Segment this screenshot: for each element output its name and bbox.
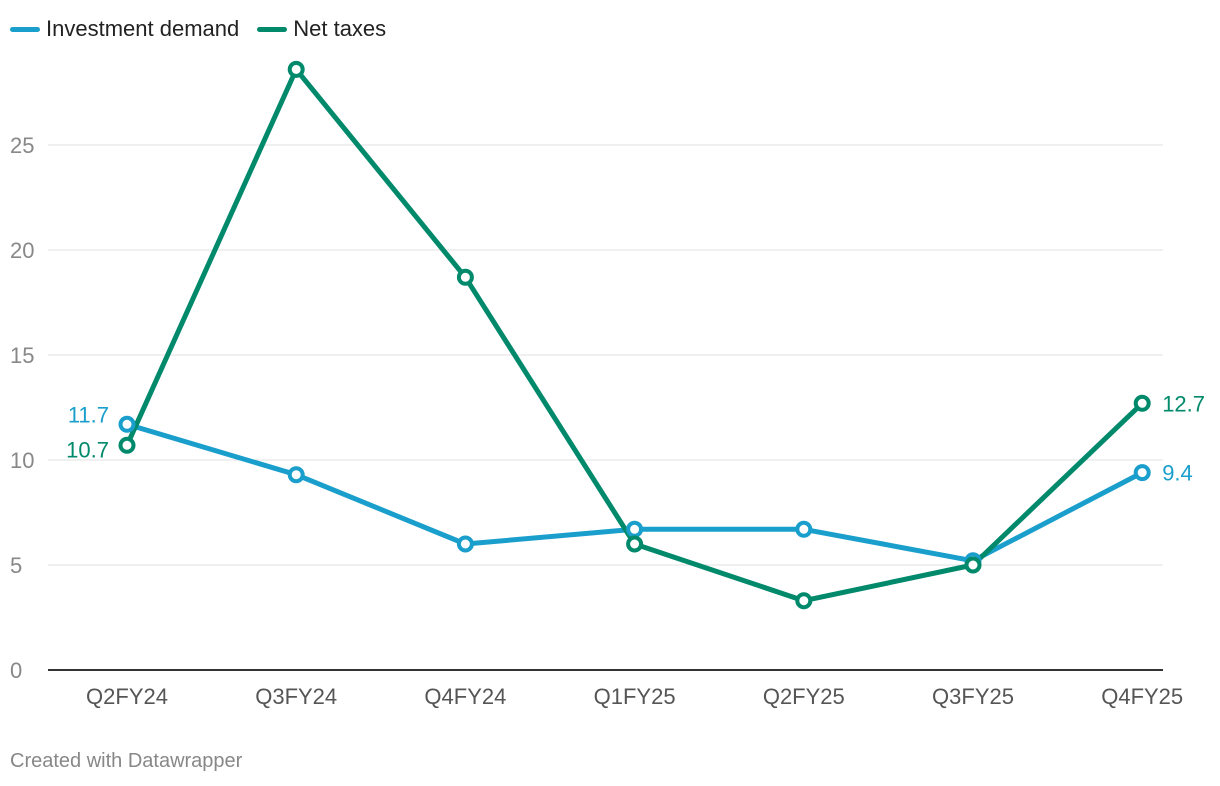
x-tick-label-q2fy24: Q2FY24 — [86, 684, 168, 709]
y-tick-label-15: 15 — [10, 343, 34, 368]
legend-label-investment-demand: Investment demand — [46, 16, 240, 41]
legend-label-net-taxes: Net taxes — [293, 16, 387, 41]
legend: Investment demand Net taxes — [10, 16, 386, 42]
datawrapper-credit[interactable]: Created with Datawrapper — [10, 750, 243, 772]
x-tick-label-q3fy25: Q3FY25 — [932, 684, 1014, 709]
data-point-net-taxes-q4fy24[interactable] — [456, 268, 474, 286]
data-label-net-taxes-end: 12.7 — [1162, 391, 1205, 416]
y-tick-label-5: 5 — [10, 553, 22, 578]
data-point-net-taxes-q4fy25[interactable] — [1133, 394, 1151, 412]
x-tick-label-q2fy25: Q2FY25 — [763, 684, 845, 709]
data-point-investment-demand-q1fy25[interactable] — [626, 520, 644, 538]
y-tick-label-0: 0 — [10, 658, 22, 683]
data-point-net-taxes-q2fy24[interactable] — [118, 436, 136, 454]
legend-item-investment-demand[interactable]: Investment demand — [10, 16, 239, 42]
data-label-net-taxes-start: 10.7 — [66, 437, 109, 462]
data-point-investment-demand-q4fy25[interactable] — [1133, 464, 1151, 482]
data-point-net-taxes-q2fy25[interactable] — [795, 592, 813, 610]
data-point-investment-demand-q2fy25[interactable] — [795, 520, 813, 538]
data-point-net-taxes-q3fy25[interactable] — [964, 556, 982, 574]
x-tick-label-q4fy25: Q4FY25 — [1101, 684, 1183, 709]
x-tick-label-q1fy25: Q1FY25 — [594, 684, 676, 709]
data-point-net-taxes-q3fy24[interactable] — [287, 60, 305, 78]
legend-item-net-taxes[interactable]: Net taxes — [257, 16, 386, 42]
y-tick-label-20: 20 — [10, 238, 34, 263]
data-point-investment-demand-q4fy24[interactable] — [456, 535, 474, 553]
y-tick-label-25: 25 — [10, 133, 34, 158]
data-label-investment-demand-start: 11.7 — [68, 402, 109, 427]
data-point-net-taxes-q1fy25[interactable] — [626, 535, 644, 553]
data-point-investment-demand-q3fy24[interactable] — [287, 466, 305, 484]
data-point-investment-demand-q2fy24[interactable] — [118, 415, 136, 433]
legend-swatch-investment-demand — [10, 26, 40, 32]
x-tick-label-q3fy24: Q3FY24 — [255, 684, 337, 709]
legend-swatch-net-taxes — [257, 26, 288, 32]
data-label-investment-demand-end: 9.4 — [1162, 461, 1193, 486]
y-tick-label-10: 10 — [10, 448, 34, 473]
x-tick-label-q4fy24: Q4FY24 — [424, 684, 506, 709]
